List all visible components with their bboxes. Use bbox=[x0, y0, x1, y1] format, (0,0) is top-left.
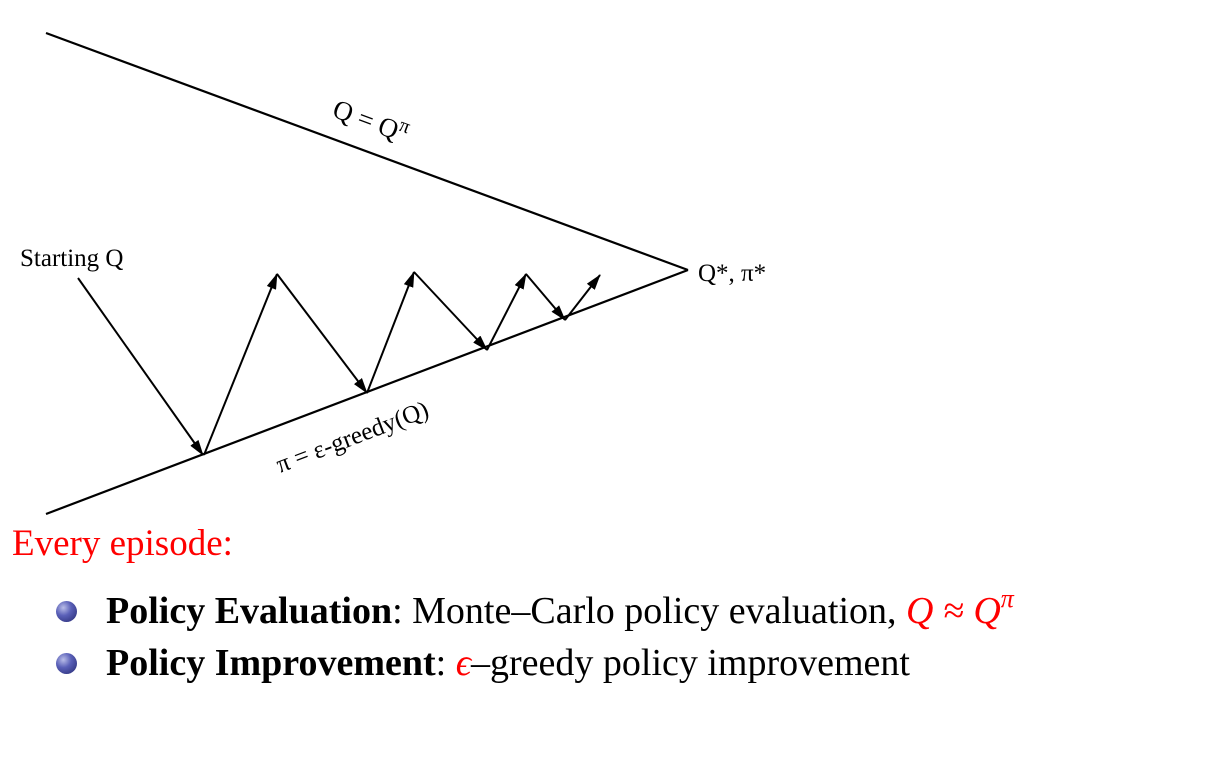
gpi-diagram: Q = Qπ Starting Q Q*, π* π = ε-greedy(Q) bbox=[20, 31, 766, 516]
optimum-label: Q*, π* bbox=[698, 260, 766, 287]
value-line bbox=[45, 31, 689, 272]
section-heading: Every episode: bbox=[12, 523, 233, 564]
bullet-ball-icon bbox=[56, 653, 77, 674]
bullet-separator: : bbox=[435, 642, 456, 684]
evaluation-arrow bbox=[203, 273, 278, 456]
bullet-math: Q ≈ Qπ bbox=[906, 584, 1014, 633]
improvement-arrow bbox=[276, 273, 368, 394]
policy-line-label: π = ε-greedy(Q) bbox=[273, 396, 433, 478]
bullet-math: ϵ bbox=[455, 642, 471, 684]
evaluation-arrow bbox=[564, 274, 601, 321]
improvement-arrow bbox=[413, 271, 488, 351]
list-item: Policy Improvement: ϵ–greedy policy impr… bbox=[0, 637, 1014, 689]
list-item: Policy Evaluation: Monte–Carlo policy ev… bbox=[0, 585, 1014, 637]
start-label: Starting Q bbox=[20, 245, 123, 272]
evaluation-arrow bbox=[486, 273, 527, 351]
bullet-term: Policy Evaluation bbox=[106, 590, 393, 632]
improvement-arrow bbox=[525, 273, 566, 321]
start-arrow bbox=[77, 277, 204, 456]
bullet-list: Policy Evaluation: Monte–Carlo policy ev… bbox=[0, 585, 1014, 689]
bullet-separator: : bbox=[392, 590, 413, 632]
bullet-term: Policy Improvement bbox=[106, 642, 436, 684]
bullet-text: –greedy policy improvement bbox=[471, 642, 910, 684]
evaluation-arrow bbox=[366, 271, 415, 394]
value-line-label: Q = Qπ bbox=[329, 91, 413, 149]
bullet-text: Monte–Carlo policy evaluation, bbox=[412, 590, 907, 632]
bullet-ball-icon bbox=[56, 601, 77, 622]
